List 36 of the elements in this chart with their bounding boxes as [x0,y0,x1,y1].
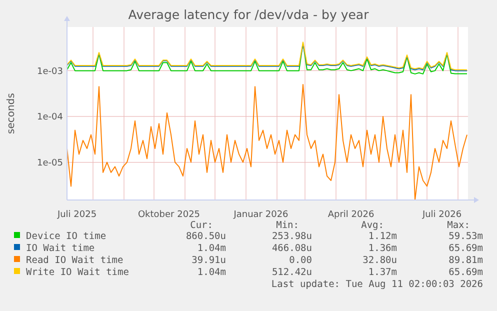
text: 1.04m [197,267,226,278]
y-tick-label: 1e-05 [37,158,63,168]
text: Cur: [190,220,213,231]
text: Min: [276,220,299,231]
legend-label: Write IO Wait time [26,267,130,278]
x-tick-label: Juli 2025 [56,210,97,220]
text: 466.08u [272,243,312,254]
legend-label: Read IO Wait time [26,255,124,266]
text: Last update: Tue Aug 11 02:00:03 2026 [271,279,484,290]
legend-label: IO Wait time [26,243,95,254]
text: 59.53m [448,231,484,242]
y-tick-label: 1e-04 [37,112,64,123]
x-tick-label: Januar 2026 [232,210,289,220]
y-axis-title: seconds [6,93,17,134]
text: 860.50u [186,231,226,242]
text: 32.80u [362,255,397,266]
text: 1.36m [368,243,398,254]
text: Avg: [361,220,384,231]
line-series [66,84,468,200]
y-tick-label: 1e-03 [37,66,63,77]
text: 65.69m [448,267,484,278]
text: 1.37m [368,267,398,278]
chart-title: Average latency for /dev/vda - by year [128,7,370,22]
x-tick-label: Oktober 2025 [138,210,200,220]
x-tick-label: Juli 2026 [421,210,462,220]
text: 1.12m [368,231,398,242]
text: 253.98u [272,231,312,242]
text: Max: [447,220,470,231]
text: 65.69m [448,243,484,254]
text: 1.04m [197,243,226,254]
text: 0.00 [289,255,312,266]
text: 39.91u [192,255,226,266]
text: 89.81m [448,255,484,266]
legend-label: Device IO time [26,231,106,242]
text: 512.42u [272,267,312,278]
x-tick-label: April 2026 [328,210,374,220]
